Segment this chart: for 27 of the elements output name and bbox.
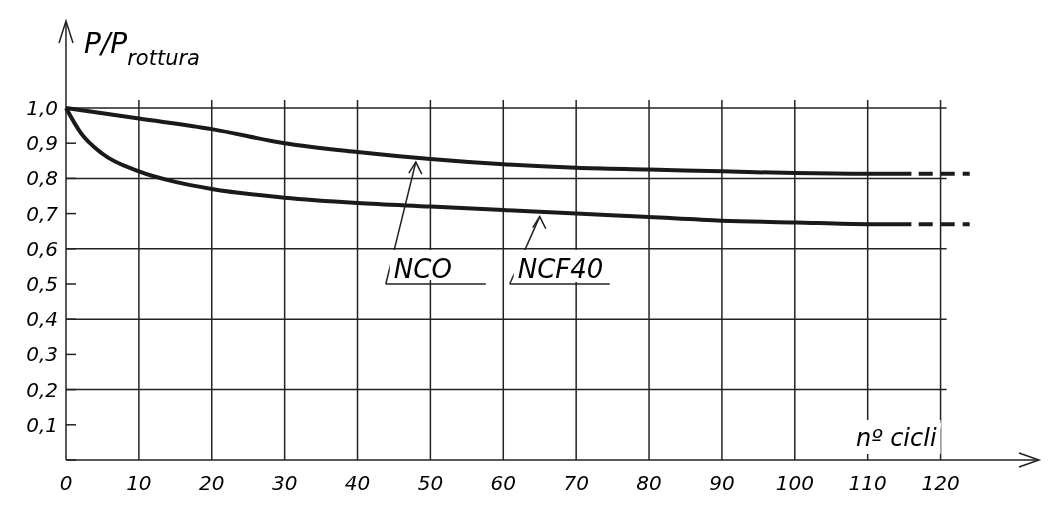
y-tick-label: 0,2 <box>26 377 58 402</box>
x-tick-label: 80 <box>636 471 662 495</box>
annotation: NCF40 <box>517 254 604 284</box>
x-tick-label: 20 <box>199 471 225 495</box>
y-tick-label: 0,7 <box>26 201 59 226</box>
x-tick-label: 0 <box>59 471 73 495</box>
y-tick-label: 0,9 <box>26 131 58 156</box>
x-tick-label: 40 <box>344 471 371 495</box>
x-axis-title: nº cicli <box>856 424 937 452</box>
y-axis-title: P/P$_{rottura}$ <box>84 27 200 70</box>
x-tick-label: 70 <box>563 471 589 495</box>
y-tick-label: 0,1 <box>26 412 58 437</box>
x-tick-label: 110 <box>848 471 887 495</box>
x-tick-label: 60 <box>490 471 517 495</box>
x-tick-label: 50 <box>417 471 444 495</box>
x-tick-label: 120 <box>921 471 960 495</box>
y-tick-label: 0,3 <box>26 342 58 367</box>
y-tick-label: 1,0 <box>26 96 58 120</box>
x-tick-label: 90 <box>709 471 735 495</box>
y-tick-label: 0,4 <box>26 307 58 332</box>
annotation: NCO <box>393 254 452 284</box>
x-tick-label: 100 <box>775 471 814 495</box>
y-tick-label: 0,8 <box>26 166 58 191</box>
y-tick-label: 0,5 <box>26 272 58 296</box>
y-tick-label: 0,6 <box>26 236 58 261</box>
x-tick-label: 30 <box>271 471 298 495</box>
x-tick-label: 10 <box>126 471 152 495</box>
